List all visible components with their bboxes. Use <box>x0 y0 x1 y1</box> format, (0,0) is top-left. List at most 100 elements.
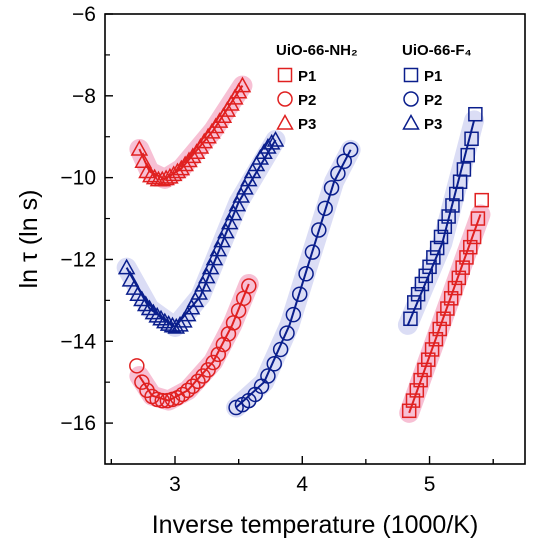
legend-title-nh2: UiO-66-NH₂ <box>276 42 358 59</box>
data-point-uio-66-nh2-p3 <box>191 137 210 154</box>
data-point-uio-66-f4-p3 <box>171 315 189 332</box>
data-point-uio-66-nh2-p3 <box>172 159 191 176</box>
data-point-uio-66-f4-p3 <box>156 312 174 329</box>
data-point-uio-66-nh2-p3 <box>145 168 164 185</box>
data-point-uio-66-nh2-p3 <box>187 143 206 160</box>
y-tick-label: −10 <box>60 167 96 190</box>
x-axis-title: Inverse temperature (1000/K) <box>152 511 479 539</box>
data-point-uio-66-nh2-p2 <box>205 354 221 371</box>
data-point-uio-66-nh2-p1 <box>424 342 440 357</box>
data-point-uio-66-f4-p3 <box>144 303 163 320</box>
data-point-uio-66-nh2-p2 <box>154 392 171 409</box>
data-point-uio-66-f4-p3 <box>152 309 170 326</box>
data-point-uio-66-f4-p2 <box>317 200 333 217</box>
x-tick-label: 5 <box>424 473 436 496</box>
legend-label-f4-p1: P1 <box>424 68 442 85</box>
data-point-uio-66-f4-p2 <box>266 356 283 372</box>
data-point-uio-66-nh2-p3 <box>195 132 214 149</box>
data-point-uio-66-f4-p3 <box>159 315 178 331</box>
data-point-uio-66-nh2-p3 <box>210 112 229 128</box>
data-point-uio-66-f4-p2 <box>285 306 302 323</box>
data-point-uio-66-f4-p3 <box>220 213 239 230</box>
data-point-uio-66-f4-p1 <box>437 219 453 234</box>
data-point-uio-66-f4-p3 <box>217 222 235 239</box>
data-point-uio-66-f4-p3 <box>213 231 231 248</box>
legend-marker-nh2-3 <box>276 113 294 130</box>
legend-label-f4-p2: P2 <box>424 92 442 109</box>
data-point-uio-66-nh2-p1 <box>474 192 489 208</box>
data-point-uio-66-nh2-p1 <box>440 301 455 316</box>
data-point-uio-66-nh2-p1 <box>401 403 417 419</box>
data-point-uio-66-f4-p3 <box>224 204 243 221</box>
data-point-uio-66-nh2-p2 <box>190 373 206 390</box>
data-point-uio-66-f4-p2 <box>272 341 289 358</box>
data-point-uio-66-nh2-p3 <box>233 76 252 93</box>
data-point-uio-66-nh2-p2 <box>210 346 227 363</box>
data-point-uio-66-f4-p3 <box>255 143 273 160</box>
data-point-uio-66-nh2-p1 <box>409 383 425 398</box>
data-point-uio-66-f4-p2 <box>336 153 353 170</box>
legend-label-f4-p3: P3 <box>424 116 442 133</box>
data-point-uio-66-f4-p1 <box>418 268 433 284</box>
y-tick-label: −6 <box>72 3 96 26</box>
x-tick-label: 4 <box>296 473 308 496</box>
data-point-uio-66-f4-p3 <box>266 130 285 147</box>
data-point-uio-66-f4-p3 <box>201 258 220 275</box>
y-tick-label: −16 <box>60 412 96 435</box>
data-point-uio-66-f4-p1 <box>441 209 456 224</box>
data-point-uio-66-f4-p2 <box>260 368 276 384</box>
legend-marker-f4-2 <box>403 91 419 107</box>
data-point-uio-66-f4-p1 <box>464 131 479 147</box>
data-point-uio-66-nh2-p3 <box>203 122 221 139</box>
data-point-uio-66-f4-p2 <box>342 142 359 158</box>
data-point-uio-66-nh2-p1 <box>417 362 432 378</box>
legend-marker-nh2-1 <box>277 67 293 83</box>
data-point-uio-66-f4-p3 <box>194 275 212 292</box>
plot-frame <box>104 13 526 465</box>
highlight-uio-66-nh2-p3 <box>129 75 253 189</box>
data-point-uio-66-f4-p1 <box>460 147 475 163</box>
legend-title-f4: UiO-66-F₄ <box>402 42 472 59</box>
data-point-uio-66-f4-p3 <box>236 178 254 195</box>
data-point-uio-66-f4-p3 <box>136 295 155 312</box>
data-point-uio-66-nh2-p1 <box>451 270 467 286</box>
data-point-uio-66-f4-p2 <box>323 180 340 196</box>
data-point-uio-66-f4-p1 <box>422 259 437 275</box>
data-point-uio-66-nh2-p2 <box>129 358 145 374</box>
data-point-uio-66-nh2-p3 <box>180 151 198 168</box>
data-point-uio-66-nh2-p3 <box>142 166 160 183</box>
data-point-uio-66-nh2-p3 <box>130 139 149 156</box>
data-point-uio-66-nh2-p3 <box>161 167 179 184</box>
data-point-uio-66-f4-p3 <box>117 258 136 275</box>
fit-line-uio-66-nh2-p1 <box>408 214 482 414</box>
legend-marker-f4-3 <box>402 113 420 130</box>
y-tick-label: −14 <box>60 330 96 353</box>
data-point-uio-66-nh2-p2 <box>241 278 257 294</box>
data-point-uio-66-f4-p2 <box>330 165 346 182</box>
highlight-uio-66-f4-p1 <box>397 110 485 335</box>
legend-marker-f4-1 <box>403 67 419 83</box>
data-point-uio-66-nh2-p2 <box>134 374 150 390</box>
x-tick-label: 3 <box>169 473 181 496</box>
data-point-uio-66-f4-p1 <box>456 162 472 177</box>
y-tick-label: −8 <box>72 85 96 108</box>
data-point-uio-66-f4-p1 <box>433 229 449 245</box>
data-point-uio-66-f4-p1 <box>445 198 460 213</box>
data-point-uio-66-nh2-p1 <box>466 229 482 245</box>
legend-label-nh2-p1: P1 <box>298 68 316 85</box>
data-point-uio-66-f4-p2 <box>291 286 308 302</box>
data-point-uio-66-nh2-p3 <box>138 162 156 179</box>
data-point-uio-66-f4-p1 <box>403 311 418 327</box>
data-point-uio-66-f4-p1 <box>407 295 422 310</box>
data-point-uio-66-f4-p3 <box>232 187 250 203</box>
data-point-uio-66-f4-p3 <box>262 133 281 150</box>
data-point-uio-66-nh2-p3 <box>199 127 217 144</box>
data-point-uio-66-f4-p3 <box>240 170 258 187</box>
data-point-uio-66-f4-p3 <box>121 270 140 287</box>
data-point-uio-66-f4-p2 <box>279 325 295 341</box>
data-point-uio-66-nh2-p3 <box>176 155 194 172</box>
data-point-uio-66-nh2-p3 <box>134 152 152 169</box>
data-point-uio-66-nh2-p3 <box>184 147 202 164</box>
data-point-uio-66-f4-p3 <box>209 240 228 257</box>
